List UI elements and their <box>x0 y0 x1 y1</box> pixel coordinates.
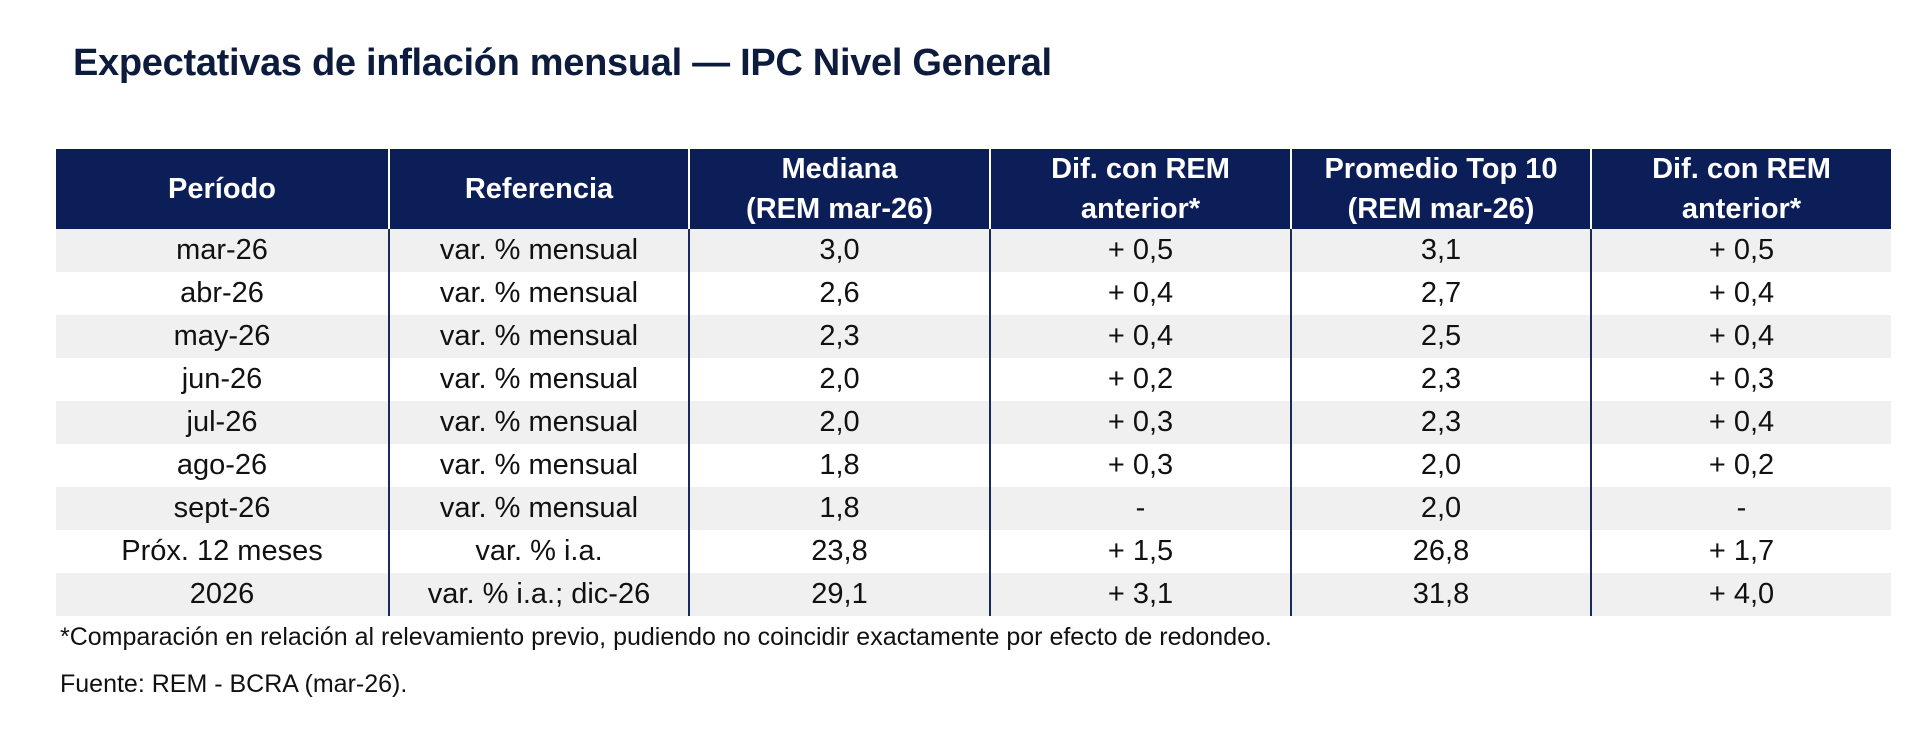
table-cell-mediana: 2,6 <box>688 272 990 315</box>
table-row: sept-26 var. % mensual 1,8-2,0- <box>56 487 1891 530</box>
table-cell-dif-mediana: + 1,5 <box>989 530 1291 573</box>
table-row: jun-26 var. % mensual 2,0 + 0,2 2,3 + 0,3 <box>56 358 1891 401</box>
table-cell-referencia: var. % i.a. <box>388 530 689 573</box>
table-row: ago-26 var. % mensual 1,8 + 0,3 2,0 + 0,2 <box>56 444 1891 487</box>
table-row: abr-26 var. % mensual 2,6 + 0,4 2,7 + 0,4 <box>56 272 1891 315</box>
column-header-line2: (REM mar-26) <box>1347 193 1535 225</box>
table-cell-promedio-top10: 2,5 <box>1290 315 1591 358</box>
table-cell-dif-mediana: + 0,5 <box>989 229 1291 272</box>
table-cell-periodo: 2026 <box>56 573 389 616</box>
table-cell-promedio-top10: 2,0 <box>1290 444 1591 487</box>
table-cell-dif-mediana: + 0,4 <box>989 315 1291 358</box>
table-cell-dif-promedio: + 0,2 <box>1590 444 1891 487</box>
table-cell-promedio-top10: 2,3 <box>1290 401 1591 444</box>
table-row: may-26 var. % mensual 2,3 + 0,4 2,5 + 0,4 <box>56 315 1891 358</box>
table-cell-dif-mediana: + 0,4 <box>989 272 1291 315</box>
column-header-line2: anterior* <box>1080 193 1201 225</box>
table-cell-referencia: var. % mensual <box>388 358 689 401</box>
table-cell-referencia: var. % mensual <box>388 401 689 444</box>
source-note: Fuente: REM - BCRA (mar-26). <box>60 670 408 698</box>
column-header-line1: Promedio Top 10 <box>1324 153 1558 185</box>
table-cell-dif-promedio: + 0,5 <box>1590 229 1891 272</box>
table-cell-dif-promedio: + 0,4 <box>1590 272 1891 315</box>
table-cell-promedio-top10: 3,1 <box>1290 229 1591 272</box>
table-cell-periodo: jun-26 <box>56 358 389 401</box>
table-cell-referencia: var. % mensual <box>388 487 689 530</box>
table-cell-dif-mediana: - <box>989 487 1291 530</box>
footnote: *Comparación en relación al relevamiento… <box>60 623 1272 651</box>
column-header-line1: Dif. con REM <box>1652 153 1831 185</box>
table-row: jul-26 var. % mensual 2,0 + 0,3 2,3 + 0,4 <box>56 401 1891 444</box>
table-cell-dif-promedio: + 1,7 <box>1590 530 1891 573</box>
table-cell-dif-promedio: - <box>1590 487 1891 530</box>
table-cell-dif-promedio: + 0,3 <box>1590 358 1891 401</box>
table-cell-periodo: mar-26 <box>56 229 389 272</box>
table-cell-periodo: Próx. 12 meses <box>56 530 389 573</box>
table-body: mar-26 var. % mensual 3,0 + 0,5 3,1 + 0,5 abr-… <box>56 229 1891 616</box>
column-header-line1: Dif. con REM <box>1051 153 1230 185</box>
table-cell-dif-promedio: + 0,4 <box>1590 315 1891 358</box>
column-header-dif-promedio: Dif. con REM anterior* <box>1590 149 1891 229</box>
table-cell-mediana: 2,0 <box>688 358 990 401</box>
column-header-line2: (REM mar-26) <box>746 193 933 225</box>
table-cell-mediana: 2,3 <box>688 315 990 358</box>
table-cell-referencia: var. % i.a.; dic-26 <box>388 573 689 616</box>
table-cell-referencia: var. % mensual <box>388 272 689 315</box>
table-cell-periodo: ago-26 <box>56 444 389 487</box>
table-cell-dif-mediana: + 0,3 <box>989 444 1291 487</box>
table-cell-promedio-top10: 2,7 <box>1290 272 1591 315</box>
table-cell-dif-promedio: + 0,4 <box>1590 401 1891 444</box>
table-cell-mediana: 1,8 <box>688 487 990 530</box>
column-header-promedio-top10: Promedio Top 10 (REM mar-26) <box>1290 149 1591 229</box>
page-title: Expectativas de inflación mensual — IPC … <box>73 42 1052 84</box>
table-cell-referencia: var. % mensual <box>388 444 689 487</box>
table-cell-promedio-top10: 2,0 <box>1290 487 1591 530</box>
table-cell-dif-promedio: + 4,0 <box>1590 573 1891 616</box>
table-cell-referencia: var. % mensual <box>388 315 689 358</box>
table-cell-dif-mediana: + 3,1 <box>989 573 1291 616</box>
table-cell-mediana: 1,8 <box>688 444 990 487</box>
table-cell-mediana: 29,1 <box>688 573 990 616</box>
table-cell-periodo: jul-26 <box>56 401 389 444</box>
table-cell-dif-mediana: + 0,2 <box>989 358 1291 401</box>
table-cell-mediana: 23,8 <box>688 530 990 573</box>
table-cell-periodo: may-26 <box>56 315 389 358</box>
column-header-line1: Período <box>168 173 276 205</box>
column-header-line1: Mediana <box>781 153 898 185</box>
table-header-row: Período Referencia Mediana (REM mar-26) Dif.… <box>56 149 1891 229</box>
table-cell-promedio-top10: 2,3 <box>1290 358 1591 401</box>
table-row: 2026 var. % i.a.; dic-26 29,1 + 3,1 31,8 + 4,… <box>56 573 1891 616</box>
table-cell-promedio-top10: 26,8 <box>1290 530 1591 573</box>
column-header-line2: anterior* <box>1681 193 1802 225</box>
column-header-periodo: Período <box>56 149 389 229</box>
column-header-referencia: Referencia <box>388 149 689 229</box>
table-cell-dif-mediana: + 0,3 <box>989 401 1291 444</box>
column-header-mediana: Mediana (REM mar-26) <box>688 149 990 229</box>
column-header-line1: Referencia <box>464 173 614 205</box>
column-header-dif-mediana: Dif. con REM anterior* <box>989 149 1291 229</box>
table-cell-periodo: abr-26 <box>56 272 389 315</box>
table-cell-periodo: sept-26 <box>56 487 389 530</box>
table-cell-mediana: 2,0 <box>688 401 990 444</box>
table-cell-mediana: 3,0 <box>688 229 990 272</box>
inflation-expectations-table: Período Referencia Mediana (REM mar-26) Dif.… <box>56 149 1891 616</box>
table-cell-referencia: var. % mensual <box>388 229 689 272</box>
table-row: mar-26 var. % mensual 3,0 + 0,5 3,1 + 0,5 <box>56 229 1891 272</box>
table-cell-promedio-top10: 31,8 <box>1290 573 1591 616</box>
table-row: Próx. 12 meses var. % i.a. 23,8 + 1,5 26,8 + … <box>56 530 1891 573</box>
